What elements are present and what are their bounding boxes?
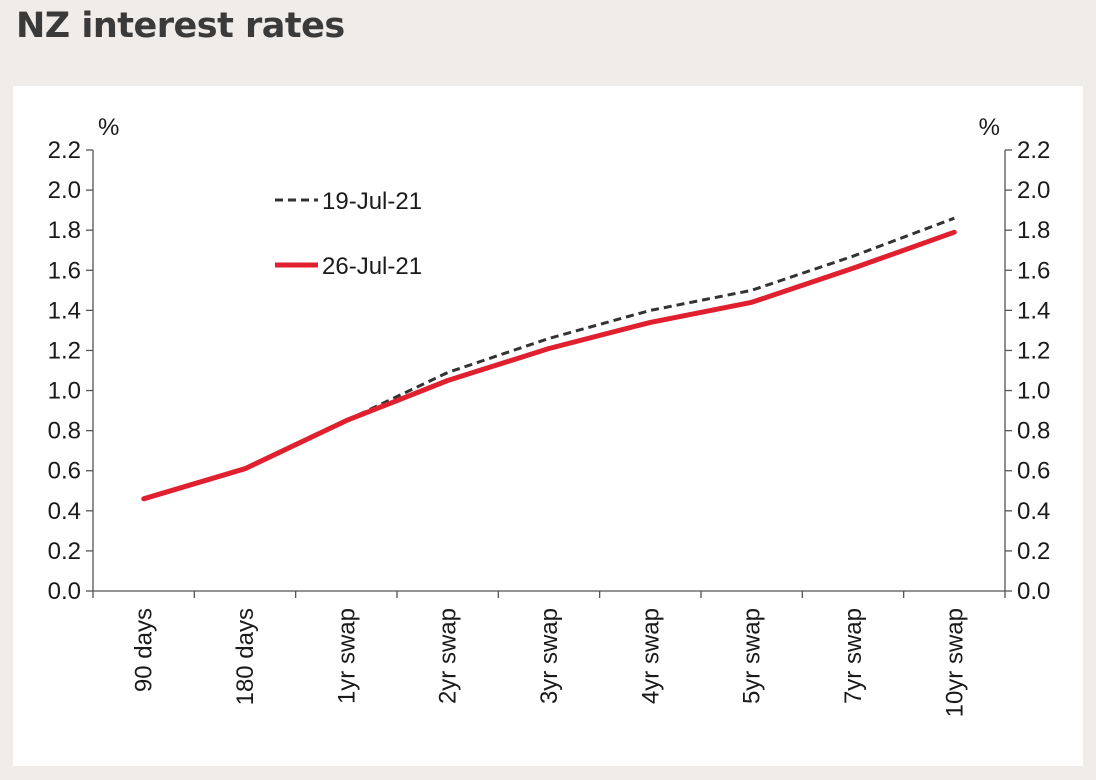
- y-tick-label-left: 1.4: [48, 297, 81, 324]
- y-tick-label-left: 0.6: [48, 458, 81, 485]
- x-category-label: 7yr swap: [840, 608, 867, 704]
- y-tick-label-right: 1.6: [1017, 257, 1050, 284]
- y-tick-label-right: 2.2: [1017, 137, 1050, 164]
- y-tick-label-left: 0.4: [48, 498, 81, 525]
- chart-title: NZ interest rates: [16, 6, 345, 46]
- y-tick-label-right: 0.2: [1017, 538, 1050, 565]
- x-category-label: 3yr swap: [536, 608, 563, 704]
- y-tick-label-left: 1.0: [48, 378, 81, 405]
- y-tick-label-left: 0.0: [48, 578, 81, 605]
- chart-panel: [13, 86, 1083, 766]
- y-tick-label-left: 2.0: [48, 177, 81, 204]
- y-tick-label-left: 2.2: [48, 137, 81, 164]
- x-category-label: 90 days: [131, 608, 158, 692]
- y-tick-label-right: 1.8: [1017, 217, 1050, 244]
- y-tick-label-left: 1.6: [48, 257, 81, 284]
- y-tick-label-right: 0.4: [1017, 498, 1050, 525]
- x-category-label: 1yr swap: [333, 608, 360, 704]
- y-axis-unit-right: %: [979, 114, 1000, 141]
- y-tick-label-right: 1.0: [1017, 378, 1050, 405]
- y-axis-unit-left: %: [98, 114, 119, 141]
- series-line-26-Jul-21: [141, 229, 957, 502]
- y-tick-label-left: 1.2: [48, 337, 81, 364]
- y-tick-label-right: 0.6: [1017, 458, 1050, 485]
- y-tick-label-left: 1.8: [48, 217, 81, 244]
- x-category-label: 2yr swap: [435, 608, 462, 704]
- y-tick-label-left: 0.8: [48, 418, 81, 445]
- y-tick-label-right: 2.0: [1017, 177, 1050, 204]
- y-tick-label-right: 1.2: [1017, 337, 1050, 364]
- series-line-19-Jul-21: [345, 216, 955, 422]
- y-tick-label-right: 1.4: [1017, 297, 1050, 324]
- x-category-label: 180 days: [232, 608, 259, 705]
- x-category-label: 5yr swap: [739, 608, 766, 704]
- y-tick-label-right: 0.0: [1017, 578, 1050, 605]
- axes: 0.0 0.0 0.2 0.2 0.4 0.4 0.6 0.6 0.8 0.8 1.0 1.0 1.2 1…: [48, 114, 1051, 717]
- legend: 19-Jul-21 26-Jul-21: [275, 188, 422, 280]
- y-tick-label-right: 0.8: [1017, 418, 1050, 445]
- y-tick-label-left: 0.2: [48, 538, 81, 565]
- x-category-label: 4yr swap: [637, 608, 664, 704]
- x-category-label: 10yr swap: [941, 608, 968, 717]
- series-layer: [141, 216, 957, 502]
- legend-label: 19-Jul-21: [322, 188, 422, 215]
- legend-label: 26-Jul-21: [322, 253, 422, 280]
